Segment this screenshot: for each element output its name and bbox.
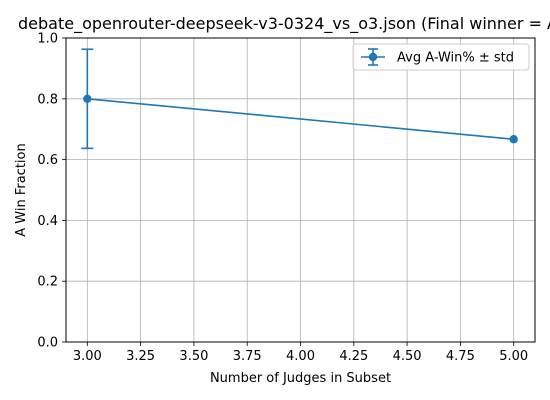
x-tick-label: 3.50: [179, 349, 208, 364]
series-layer: [81, 48, 518, 150]
x-tick-label: 3.00: [73, 349, 102, 364]
y-tick-label: 0.0: [37, 336, 58, 351]
data-point: [83, 94, 92, 104]
series-line: [87, 98, 514, 141]
legend: Avg A-Win% ± std: [352, 43, 530, 71]
x-tick-label: 3.75: [233, 349, 262, 364]
chart-title: debate_openrouter-deepseek-v3-0324_vs_o3…: [18, 14, 550, 34]
legend-box: [352, 43, 530, 71]
x-tick-label: 4.75: [446, 349, 475, 364]
x-axis-label: Number of Judges in Subset: [210, 371, 391, 386]
y-tick-label: 0.8: [37, 92, 58, 107]
y-tick-label: 0.4: [37, 214, 58, 229]
x-tick-label: 4.00: [286, 349, 315, 364]
x-tick-label: 4.25: [339, 349, 368, 364]
legend-marker: [361, 48, 385, 66]
y-tick-label: 0.2: [37, 275, 58, 290]
ticks: 3.00 3.25 3.50 3.75 4.00 4.25 4.50 4.75 5.00 0.0 0…: [37, 32, 528, 365]
legend-label: Avg A-Win% ± std: [397, 51, 514, 66]
x-tick-label: 5.00: [499, 349, 528, 364]
y-tick-label: 1.0: [37, 32, 58, 47]
x-tick-label: 3.25: [126, 349, 155, 364]
data-point: [509, 135, 518, 144]
legend-point: [368, 52, 378, 62]
y-axis-label: A Win Fraction: [14, 143, 29, 236]
y-tick-label: 0.6: [37, 153, 58, 168]
x-tick-label: 4.50: [393, 349, 422, 364]
